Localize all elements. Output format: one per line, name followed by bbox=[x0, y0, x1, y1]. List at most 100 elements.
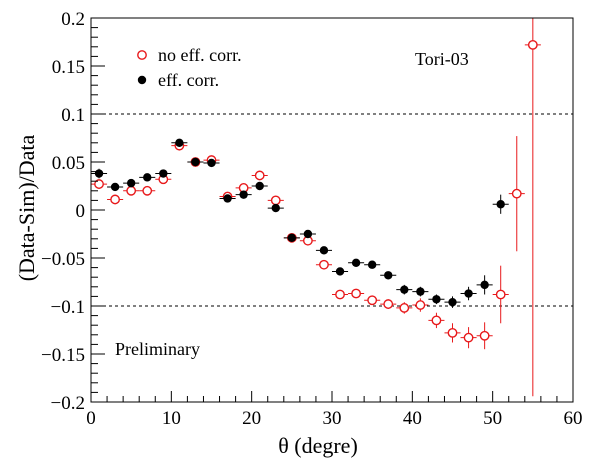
data-point bbox=[299, 229, 316, 239]
marker bbox=[495, 289, 506, 300]
series-no-eff-corr bbox=[91, 18, 541, 397]
data-point bbox=[460, 327, 477, 349]
marker bbox=[287, 233, 297, 243]
y-tick-label: −0.05 bbox=[41, 249, 85, 270]
data-point bbox=[267, 195, 284, 206]
y-tick-label: 0 bbox=[76, 201, 86, 222]
y-tick-label: −0.15 bbox=[41, 345, 85, 366]
marker bbox=[319, 246, 329, 255]
marker bbox=[207, 158, 216, 168]
data-point bbox=[155, 174, 172, 185]
y-tick-label: −0.1 bbox=[51, 297, 85, 318]
data-point bbox=[476, 275, 493, 295]
data-point bbox=[107, 182, 124, 192]
marker bbox=[239, 190, 248, 199]
marker bbox=[367, 295, 378, 306]
axis-ticks: 0 10 20 30 40 50 60 −0.2 −0.15 −0.1 −0.05 0 0.05 0.1 0… bbox=[41, 9, 582, 429]
marker bbox=[432, 295, 441, 304]
data-point bbox=[364, 295, 381, 306]
data-point bbox=[283, 233, 300, 243]
marker bbox=[527, 39, 538, 50]
data-point bbox=[396, 302, 413, 314]
legend: no eff. corr. eff. corr. bbox=[137, 45, 242, 90]
data-point bbox=[348, 258, 365, 267]
data-point bbox=[492, 265, 509, 324]
data-point bbox=[444, 323, 461, 343]
data-point bbox=[123, 178, 140, 188]
data-point bbox=[380, 299, 397, 309]
x-axis-label: θ (degre) bbox=[278, 433, 358, 458]
marker bbox=[319, 259, 329, 270]
data-point bbox=[219, 194, 236, 203]
legend-marker-eff-corr bbox=[137, 75, 147, 85]
marker bbox=[384, 271, 393, 280]
marker bbox=[142, 185, 153, 196]
data-point bbox=[171, 138, 188, 147]
y-tick-label: 0.15 bbox=[52, 57, 85, 78]
marker bbox=[464, 289, 473, 298]
x-tick-label: 10 bbox=[162, 408, 181, 429]
marker bbox=[511, 188, 522, 199]
data-point bbox=[251, 170, 268, 181]
data-point bbox=[235, 190, 252, 199]
data-point bbox=[524, 18, 541, 397]
data-point bbox=[428, 312, 445, 329]
data-point bbox=[380, 271, 397, 280]
marker bbox=[480, 280, 489, 290]
data-point bbox=[348, 288, 365, 299]
data-point bbox=[492, 194, 509, 214]
marker bbox=[143, 173, 152, 182]
data-point bbox=[107, 194, 124, 205]
data-point bbox=[187, 157, 204, 167]
data-point bbox=[315, 259, 332, 270]
marker bbox=[94, 169, 104, 178]
marker bbox=[463, 332, 474, 343]
y-tick-label: 0.05 bbox=[52, 153, 85, 174]
y-tick-label: −0.2 bbox=[51, 393, 85, 414]
legend-label-no-eff-corr: no eff. corr. bbox=[158, 45, 242, 65]
data-point bbox=[267, 203, 284, 213]
marker bbox=[415, 300, 426, 310]
data-point bbox=[91, 168, 108, 179]
marker bbox=[351, 288, 361, 299]
data-point bbox=[299, 235, 316, 246]
marker bbox=[448, 297, 457, 307]
data-point bbox=[203, 158, 220, 168]
data-point bbox=[476, 322, 493, 350]
y-axis-label: (Data-Sim)/Data bbox=[14, 134, 39, 281]
marker bbox=[254, 170, 265, 181]
marker bbox=[496, 200, 505, 209]
data-point bbox=[123, 185, 140, 196]
data-point bbox=[155, 169, 172, 178]
marker bbox=[271, 203, 280, 213]
marker bbox=[351, 258, 361, 267]
annotation-preliminary: Preliminary bbox=[115, 339, 200, 359]
marker bbox=[110, 194, 121, 205]
marker bbox=[94, 179, 104, 189]
data-point bbox=[428, 294, 445, 305]
data-point bbox=[508, 136, 525, 252]
marker bbox=[400, 285, 409, 294]
x-tick-label: 30 bbox=[323, 408, 342, 429]
x-tick-label: 60 bbox=[564, 408, 583, 429]
series-eff-corr bbox=[91, 138, 509, 308]
series-layer bbox=[91, 18, 541, 397]
x-tick-label: 20 bbox=[242, 408, 261, 429]
data-point bbox=[139, 185, 156, 196]
marker bbox=[270, 195, 281, 206]
marker bbox=[447, 327, 458, 338]
marker bbox=[303, 229, 313, 239]
data-point bbox=[364, 260, 381, 269]
reference-lines bbox=[91, 113, 573, 307]
marker bbox=[479, 330, 490, 341]
marker bbox=[191, 157, 200, 167]
marker bbox=[159, 169, 168, 178]
marker bbox=[383, 299, 394, 309]
marker bbox=[335, 267, 345, 276]
marker bbox=[367, 260, 377, 269]
marker bbox=[110, 182, 120, 192]
x-tick-label: 40 bbox=[403, 408, 422, 429]
marker bbox=[399, 303, 410, 313]
data-point bbox=[444, 296, 461, 308]
